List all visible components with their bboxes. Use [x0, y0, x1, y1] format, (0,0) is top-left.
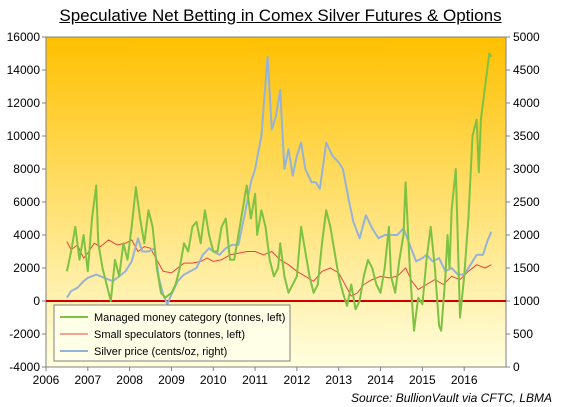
left-tick-label: 10000	[7, 129, 41, 143]
x-tick-label: 2009	[158, 373, 185, 387]
x-tick-label: 2014	[367, 373, 394, 387]
legend-label: Managed money category (tonnes, left)	[94, 312, 285, 324]
x-tick-label: 2008	[116, 373, 143, 387]
chart-title-text: Speculative Net Betting in Comex Silver …	[59, 6, 502, 25]
right-tick-label: 1500	[513, 261, 540, 275]
left-tick-label: 2000	[13, 261, 40, 275]
left-axis: -4000 -2000 0 2000 4000 6000 8000 10000 12000 140…	[7, 30, 46, 374]
x-tick-label: 2012	[284, 373, 311, 387]
right-tick-label: 4500	[513, 63, 540, 77]
right-tick-label: 1000	[513, 294, 540, 308]
x-tick-label: 2015	[409, 373, 436, 387]
x-tick-label: 2006	[33, 373, 60, 387]
legend-label: Silver price (cents/oz, right)	[94, 346, 227, 358]
x-tick-label: 2010	[200, 373, 227, 387]
legend-box	[53, 304, 291, 362]
x-axis: 2006 2007 2008 2009 2010 2011 2012 2013 2014 2015…	[33, 367, 478, 387]
right-tick-label: 2000	[513, 228, 540, 242]
left-tick-label: 8000	[13, 162, 40, 176]
series-lines	[65, 52, 493, 332]
left-tick-label: 14000	[7, 63, 41, 77]
left-tick-label: -4000	[9, 360, 40, 374]
series-line-1	[65, 52, 493, 332]
right-tick-label: 500	[513, 327, 533, 341]
right-axis: 0 500 1000 1500 2000 2500 3000 3500 4000 4500 5000	[506, 30, 540, 374]
x-tick-label: 2007	[74, 373, 101, 387]
x-tick-label: 2016	[451, 373, 478, 387]
right-tick-label: 3000	[513, 162, 540, 176]
left-tick-label: 0	[33, 294, 40, 308]
chart-title: Speculative Net Betting in Comex Silver …	[0, 6, 561, 26]
left-tick-label: -2000	[9, 327, 40, 341]
right-tick-label: 2500	[513, 195, 540, 209]
legend-label: Small speculators (tonnes, left)	[94, 329, 245, 341]
series-line-2	[66, 239, 492, 297]
right-tick-label: 5000	[513, 30, 540, 44]
source-note: Source: BullionVault via CFTC, LBMA	[351, 391, 552, 405]
right-tick-label: 3500	[513, 129, 540, 143]
left-tick-label: 12000	[7, 96, 41, 110]
left-tick-label: 6000	[13, 195, 40, 209]
series-line-3	[66, 55, 493, 306]
legend: Managed money category (tonnes, left) Sma…	[53, 304, 291, 362]
x-tick-label: 2013	[325, 373, 352, 387]
right-tick-label: 4000	[513, 96, 540, 110]
left-tick-label: 4000	[13, 228, 40, 242]
right-tick-label: 0	[513, 360, 520, 374]
x-tick-label: 2011	[242, 373, 268, 387]
left-tick-label: 16000	[7, 30, 41, 44]
